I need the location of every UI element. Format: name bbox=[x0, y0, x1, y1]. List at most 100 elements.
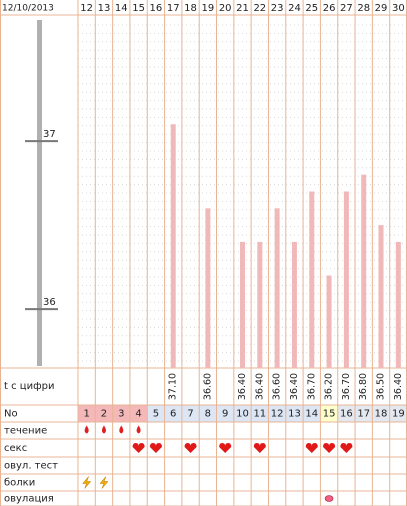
x-tick-label: 23 bbox=[271, 3, 284, 14]
value-label: 36.60 bbox=[202, 373, 213, 400]
date: 12/10/2013 bbox=[2, 4, 54, 14]
cycle-day: 3 bbox=[118, 409, 124, 420]
cycle-cell bbox=[112, 405, 130, 422]
cycle-cell bbox=[372, 405, 390, 422]
x-tick-label: 29 bbox=[375, 3, 388, 14]
y-tick-label: 36 bbox=[43, 297, 56, 308]
cycle-cell bbox=[95, 405, 113, 422]
cycle-day: 11 bbox=[253, 409, 266, 420]
row-label: овул. тест bbox=[4, 461, 58, 472]
x-tick-label: 21 bbox=[236, 3, 249, 14]
drop-icon bbox=[119, 425, 124, 434]
bar bbox=[326, 275, 332, 368]
value-label: 36.40 bbox=[237, 373, 248, 400]
x-tick-label: 15 bbox=[132, 3, 145, 14]
cycle-day: 5 bbox=[153, 409, 159, 420]
cycle-cell bbox=[181, 405, 200, 422]
x-tick-label: 12 bbox=[80, 3, 93, 14]
row-label: секс bbox=[4, 443, 27, 454]
cycle-cell bbox=[216, 405, 234, 422]
value-label: 36.80 bbox=[358, 373, 369, 400]
cycle-cell bbox=[78, 405, 96, 422]
cycle-day: 16 bbox=[340, 409, 353, 420]
y-tick-label: 37 bbox=[43, 129, 56, 140]
value-label: 36.40 bbox=[289, 373, 300, 400]
bar bbox=[257, 241, 263, 368]
heart-icon bbox=[219, 443, 232, 453]
cycle-day: 18 bbox=[375, 409, 388, 420]
cycle-cell bbox=[233, 405, 252, 422]
cycle-cell bbox=[129, 405, 148, 422]
x-tick-label: 19 bbox=[202, 3, 215, 14]
bar bbox=[291, 241, 297, 368]
x-tick-label: 24 bbox=[288, 3, 301, 14]
value-label: 37.10 bbox=[168, 373, 179, 400]
row-label: t с цифри bbox=[4, 381, 54, 392]
x-tick-label: 13 bbox=[98, 3, 111, 14]
cycle-day: 7 bbox=[187, 409, 193, 420]
row-label: течение bbox=[4, 426, 47, 437]
value-label: 36.70 bbox=[306, 373, 317, 400]
scale-bar bbox=[37, 20, 42, 366]
drop-icon bbox=[136, 425, 141, 434]
heart-icon bbox=[184, 443, 197, 453]
heart-icon bbox=[305, 443, 318, 453]
bar bbox=[361, 174, 367, 368]
bolt-icon bbox=[99, 476, 109, 489]
cycle-day: 8 bbox=[205, 409, 211, 420]
x-tick-label: 18 bbox=[184, 3, 197, 14]
cycle-day: 1 bbox=[83, 409, 89, 420]
bar bbox=[240, 241, 245, 368]
cycle-cell bbox=[199, 405, 217, 422]
row-label: болки bbox=[4, 478, 35, 489]
bar bbox=[378, 225, 384, 368]
cycle-day: 17 bbox=[357, 409, 370, 420]
ovulation-icon bbox=[324, 495, 334, 502]
x-tick-label: 26 bbox=[323, 3, 336, 14]
bar bbox=[395, 241, 401, 368]
cycle-day: 10 bbox=[236, 409, 249, 420]
heart-icon bbox=[149, 443, 162, 453]
value-label: 36.40 bbox=[393, 373, 404, 400]
value-label: 36.60 bbox=[272, 373, 283, 400]
value-label: 36.70 bbox=[341, 373, 352, 400]
cycle-cell bbox=[147, 405, 165, 422]
cycle-cell bbox=[164, 405, 182, 422]
x-tick-label: 16 bbox=[150, 3, 163, 14]
value-label: 36.50 bbox=[376, 373, 387, 400]
cycle-day: 15 bbox=[323, 409, 336, 420]
cycle-day: 12 bbox=[271, 409, 284, 420]
bar bbox=[170, 124, 176, 368]
x-tick-label: 20 bbox=[219, 3, 232, 14]
heart-icon bbox=[132, 443, 145, 453]
cycle-cell bbox=[389, 405, 407, 422]
cycle-day: 2 bbox=[101, 409, 107, 420]
value-label: 36.40 bbox=[254, 373, 265, 400]
bar bbox=[309, 191, 315, 368]
heart-icon bbox=[340, 443, 353, 453]
x-tick-label: 17 bbox=[167, 3, 180, 14]
cycle-day: 19 bbox=[392, 409, 405, 420]
cycle-cell bbox=[251, 405, 269, 422]
cycle-day: 13 bbox=[288, 409, 301, 420]
x-tick-label: 30 bbox=[392, 3, 405, 14]
heart-icon bbox=[253, 443, 266, 453]
heart-icon bbox=[323, 443, 336, 453]
bar bbox=[343, 191, 349, 368]
cycle-day: 9 bbox=[222, 409, 228, 420]
drop-icon bbox=[101, 425, 106, 434]
cycle-cell bbox=[337, 405, 356, 422]
cycle-cell bbox=[355, 405, 373, 422]
bar bbox=[205, 208, 211, 368]
drop-icon bbox=[84, 425, 89, 434]
row-label: No bbox=[4, 409, 18, 420]
cycle-day: 14 bbox=[305, 409, 318, 420]
cycle-cell bbox=[303, 405, 321, 422]
cycle-day: 6 bbox=[170, 409, 176, 420]
cycle-day: 4 bbox=[135, 409, 141, 420]
x-tick-label: 25 bbox=[305, 3, 318, 14]
x-tick-label: 22 bbox=[253, 3, 266, 14]
x-tick-label: 28 bbox=[357, 3, 370, 14]
cycle-cell bbox=[320, 405, 338, 422]
